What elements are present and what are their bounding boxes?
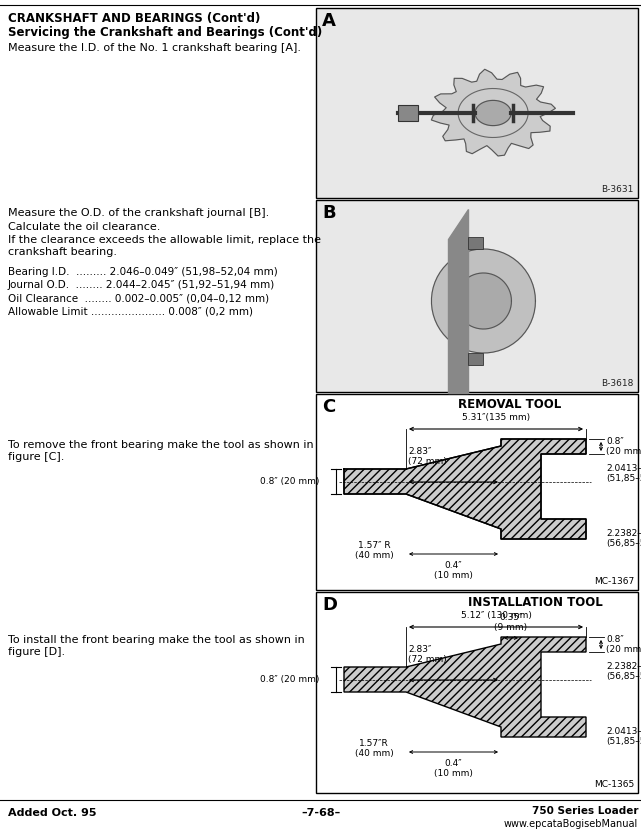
Text: B-3618: B-3618 — [602, 379, 634, 388]
Text: Measure the I.D. of the No. 1 crankshaft bearing [A].: Measure the I.D. of the No. 1 crankshaft… — [8, 43, 301, 53]
Text: MC-1367: MC-1367 — [594, 577, 634, 586]
Bar — [316, 8, 638, 198]
Text: 0.8″ (20 mm): 0.8″ (20 mm) — [260, 477, 319, 486]
Text: Calculate the oil clearance.: Calculate the oil clearance. — [8, 222, 160, 232]
Polygon shape — [431, 249, 535, 353]
Text: Journal O.D.  ........ 2.044–2.045″ (51,92–51,94 mm): Journal O.D. ........ 2.044–2.045″ (51,9… — [8, 280, 275, 290]
Text: INSTALLATION TOOL: INSTALLATION TOOL — [467, 596, 603, 609]
Text: 2.0413–2.0433'
(51,85–51,90mm): 2.0413–2.0433' (51,85–51,90mm) — [606, 464, 641, 483]
Text: 750 Series Loader: 750 Series Loader — [531, 806, 638, 816]
Polygon shape — [475, 101, 511, 126]
Polygon shape — [344, 439, 586, 539]
Bar — [316, 394, 638, 590]
Text: To install the front bearing make the tool as shown in
figure [D].: To install the front bearing make the to… — [8, 635, 304, 656]
Text: Measure the O.D. of the crankshaft journal [B].: Measure the O.D. of the crankshaft journ… — [8, 208, 269, 218]
Text: To remove the front bearing make the tool as shown in
figure [C].: To remove the front bearing make the too… — [8, 440, 313, 461]
Text: 5.31″(135 mm): 5.31″(135 mm) — [462, 413, 530, 422]
Bar — [316, 200, 638, 392]
Text: If the clearance exceeds the allowable limit, replace the
crankshaft bearing.: If the clearance exceeds the allowable l… — [8, 235, 321, 257]
Text: 0.8″ (20 mm): 0.8″ (20 mm) — [260, 675, 319, 684]
Text: C: C — [322, 398, 335, 416]
Text: 0.4″
(10 mm): 0.4″ (10 mm) — [434, 759, 473, 778]
Text: 0.8″
(20 mm): 0.8″ (20 mm) — [606, 635, 641, 654]
Text: Added Oct. 95: Added Oct. 95 — [8, 808, 97, 818]
Text: D: D — [322, 596, 337, 614]
Polygon shape — [344, 439, 586, 539]
Text: REMOVAL TOOL: REMOVAL TOOL — [458, 398, 561, 411]
Text: A: A — [322, 12, 336, 30]
Bar — [316, 592, 638, 793]
Polygon shape — [449, 209, 469, 393]
Text: 2.2382–2.2402'
(56,85–56,90mm): 2.2382–2.2402' (56,85–56,90mm) — [606, 662, 641, 681]
Text: –7-68–: –7-68– — [301, 808, 340, 818]
Text: Allowable Limit ...................... 0.008″ (0,2 mm): Allowable Limit ...................... 0… — [8, 306, 253, 316]
Bar — [398, 105, 418, 121]
Text: 5.12″ (130 mm): 5.12″ (130 mm) — [461, 611, 531, 620]
Text: 2.2382–2.2402'
(56,85–56,90mm): 2.2382–2.2402' (56,85–56,90mm) — [606, 529, 641, 548]
Text: Servicing the Crankshaft and Bearings (Cont'd): Servicing the Crankshaft and Bearings (C… — [8, 26, 322, 39]
Text: B-3631: B-3631 — [602, 185, 634, 194]
Text: CRANKSHAFT AND BEARINGS (Cont'd): CRANKSHAFT AND BEARINGS (Cont'd) — [8, 12, 260, 25]
Text: 2.83″
(72 mm): 2.83″ (72 mm) — [408, 645, 447, 664]
Text: www.epcataBogisebManual: www.epcataBogisebManual — [504, 819, 638, 829]
Text: Oil Clearance  ........ 0.002–0.005″ (0,04–0,12 mm): Oil Clearance ........ 0.002–0.005″ (0,0… — [8, 293, 269, 303]
Text: 2.83″
(72 mm): 2.83″ (72 mm) — [408, 446, 447, 466]
Text: 1.57″ R
(40 mm): 1.57″ R (40 mm) — [354, 541, 394, 561]
Text: 0.4″
(10 mm): 0.4″ (10 mm) — [434, 561, 473, 581]
Text: 0.35″
(9 mm): 0.35″ (9 mm) — [494, 612, 528, 632]
Polygon shape — [456, 273, 512, 329]
Text: 1.57″R
(40 mm): 1.57″R (40 mm) — [354, 739, 394, 758]
Text: 0.8″
(20 mm): 0.8″ (20 mm) — [606, 436, 641, 456]
Text: 2.0413–2.0433'
(51,85–51,90mm): 2.0413–2.0433' (51,85–51,90mm) — [606, 727, 641, 746]
Polygon shape — [344, 637, 586, 737]
Polygon shape — [431, 69, 555, 156]
Text: MC-1365: MC-1365 — [594, 780, 634, 789]
Bar — [469, 237, 483, 249]
Bar — [469, 353, 483, 365]
Text: B: B — [322, 204, 336, 222]
Text: Bearing I.D.  ......... 2.046–0.049″ (51,98–52,04 mm): Bearing I.D. ......... 2.046–0.049″ (51,… — [8, 267, 278, 277]
